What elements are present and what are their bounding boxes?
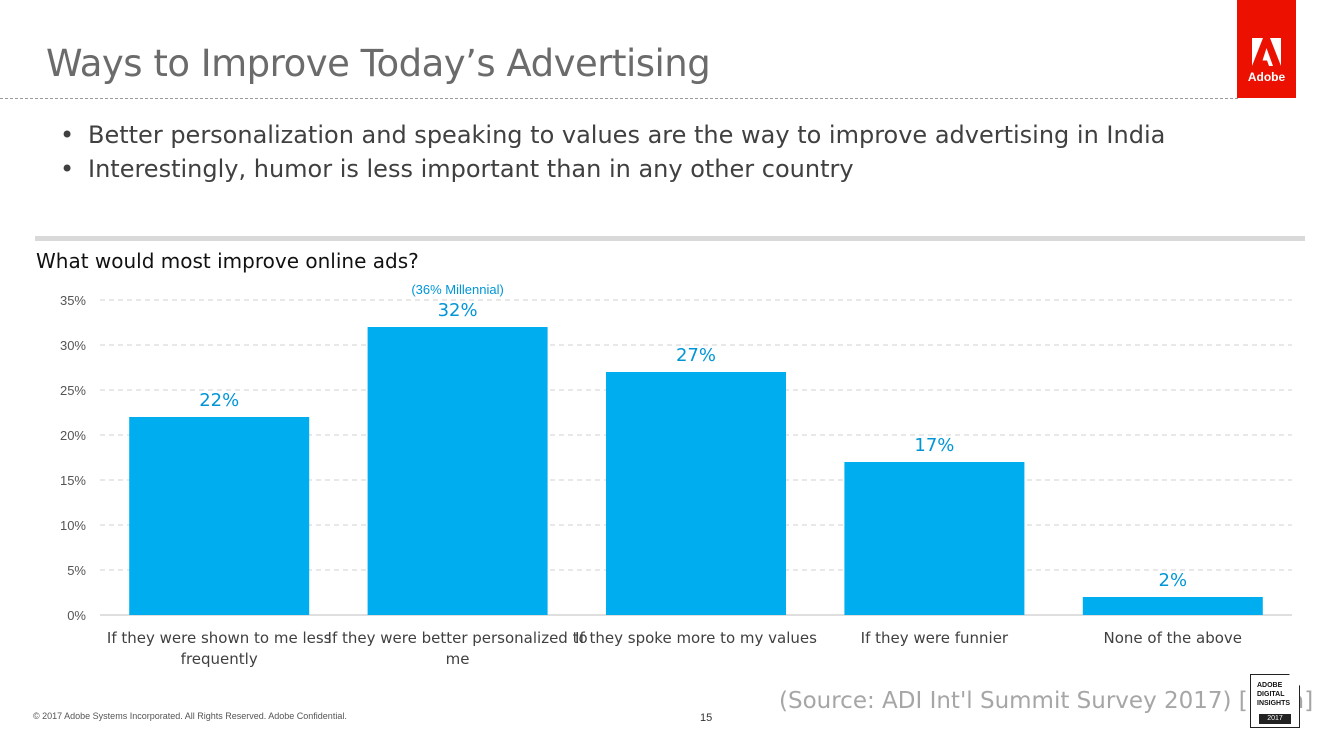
bar bbox=[844, 462, 1025, 615]
page-number: 15 bbox=[700, 712, 713, 724]
y-tick-label: 0% bbox=[67, 608, 86, 623]
x-category-label: me bbox=[446, 650, 470, 668]
data-label: 22% bbox=[199, 390, 239, 411]
y-tick-label: 25% bbox=[60, 383, 86, 398]
badge-line: ADOBE bbox=[1257, 682, 1283, 689]
data-label: 32% bbox=[438, 300, 478, 321]
chart-divider bbox=[35, 236, 1305, 241]
data-label: 2% bbox=[1159, 570, 1188, 591]
y-tick-label: 20% bbox=[60, 428, 86, 443]
x-category-label: None of the above bbox=[1104, 629, 1243, 647]
bar-chart: 0% 5% 10% 15% 20% 25% 30% 35% 22% If they were sh… bbox=[60, 282, 1292, 668]
title-divider bbox=[0, 98, 1238, 99]
x-category-label: If they spoke more to my values bbox=[575, 629, 817, 647]
bullet-item: Interestingly, humor is less important t… bbox=[60, 152, 1165, 186]
x-category-label: If they were funnier bbox=[861, 629, 1009, 647]
annotation-label: (36% Millennial) bbox=[411, 282, 503, 297]
bar bbox=[1082, 597, 1263, 615]
bar bbox=[367, 327, 548, 615]
adobe-a-icon bbox=[1252, 38, 1281, 66]
x-category-label: If they were better personalized to bbox=[328, 629, 588, 647]
bullet-list: Better personalization and speaking to v… bbox=[60, 118, 1165, 186]
y-tick-label: 15% bbox=[60, 473, 86, 488]
y-tick-label: 5% bbox=[67, 563, 86, 578]
x-category-label: frequently bbox=[181, 650, 258, 668]
slide-title: Ways to Improve Today’s Advertising bbox=[46, 42, 711, 85]
badge-line: DIGITAL bbox=[1257, 691, 1285, 698]
x-category-label: If they were shown to me less bbox=[107, 629, 332, 647]
copyright-footer: © 2017 Adobe Systems Incorporated. All R… bbox=[33, 711, 347, 721]
y-tick-label: 35% bbox=[60, 293, 86, 308]
data-label: 27% bbox=[676, 345, 716, 366]
y-tick-label: 30% bbox=[60, 338, 86, 353]
adobe-logo: Adobe bbox=[1237, 0, 1296, 98]
bar bbox=[606, 372, 786, 615]
bullet-item: Better personalization and speaking to v… bbox=[60, 118, 1165, 152]
source-note: (Source: ADI Int'l Summit Survey 2017) [… bbox=[779, 688, 1314, 714]
chart-heading: What would most improve online ads? bbox=[36, 249, 419, 273]
y-tick-label: 10% bbox=[60, 518, 86, 533]
adobe-logo-text: Adobe bbox=[1247, 70, 1286, 84]
data-label: 17% bbox=[914, 435, 954, 456]
badge-year: 2017 bbox=[1259, 714, 1291, 724]
badge-line: INSIGHTS bbox=[1257, 700, 1291, 707]
bar bbox=[129, 417, 310, 615]
adobe-digital-insights-badge: ADOBE DIGITAL INSIGHTS 2017 bbox=[1250, 674, 1300, 728]
